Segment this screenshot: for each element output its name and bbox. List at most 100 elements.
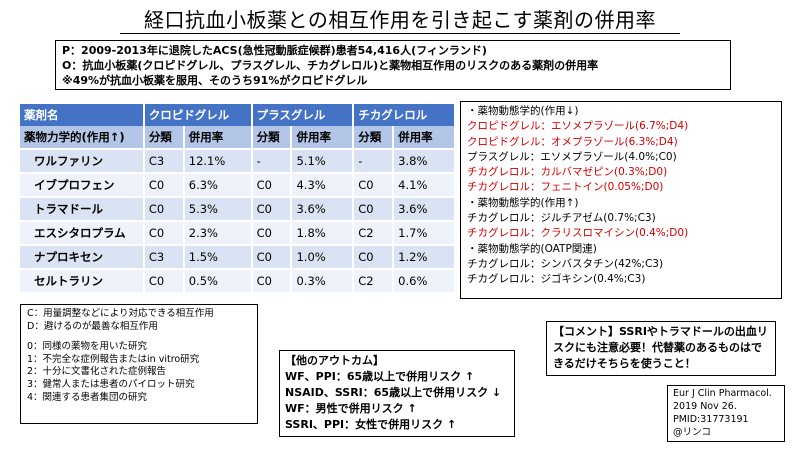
interaction-table: 薬剤名 クロピドグレル プラスグレル チカグレロル 薬物力学的(作用↑) 分類 … (20, 104, 456, 294)
title-underline (120, 33, 680, 34)
drug-name: トラマドール (20, 197, 145, 222)
table-cell: 1.0% (291, 245, 355, 270)
outcome-heading: 【他のアウトカム】 (285, 354, 384, 367)
table-cell: C0 (251, 245, 293, 270)
outcome-item: WF：男性で併用リスク ↑ (285, 402, 417, 415)
table-cell: C0 (251, 173, 293, 198)
table-row: エスシタロプラム C0 2.3% C0 1.8% C2 1.7% (20, 221, 456, 246)
header-drug-name: 薬剤名 (20, 104, 145, 126)
pk-item: チカグレロル：ジゴキシン(0.4%;C3) (467, 273, 646, 286)
page-title: 経口抗血小板薬との相互作用を引き起こす薬剤の併用率 (144, 8, 656, 32)
table-cell: 0.5% (183, 269, 253, 294)
table-cell: C0 (143, 173, 185, 198)
table-cell: - (251, 149, 293, 174)
pk-heading: ・薬物動態学的(作用↑) (467, 196, 579, 209)
legend-evidence: 0：同様の薬物を用いた研究 (27, 341, 148, 353)
table-cell: 3.6% (291, 197, 355, 222)
table-subheader-row: 薬物力学的(作用↑) 分類 併用率 分類 併用率 分類 併用率 (20, 126, 456, 150)
table-cell: C0 (353, 173, 395, 198)
subheader-class: 分類 (143, 126, 185, 150)
pk-item: クロピドグレル：エソメプラゾール(6.7%;D4) (467, 120, 689, 133)
header-ticagrelor: チカグレロル (353, 104, 456, 126)
subheader-rate: 併用率 (291, 126, 355, 150)
pk-item: クロピドグレル：オメプラゾール(6.3%;D4) (467, 135, 678, 148)
pico-line-note: ※49%が抗血小板薬を服用、そのうち91%がクロピドグレル (62, 74, 368, 87)
table-cell: 5.1% (291, 149, 355, 174)
table-cell: C3 (143, 149, 185, 174)
pk-item: チカグレロル：カルバマゼピン(0.3%;D0) (467, 166, 668, 179)
table-cell: 6.3% (183, 173, 253, 198)
subheader-class: 分類 (353, 126, 395, 150)
table-cell: C0 (143, 197, 185, 222)
table-cell: 4.1% (393, 173, 456, 198)
subheader-category: 薬物力学的(作用↑) (20, 126, 145, 150)
table-cell: 0.6% (393, 269, 456, 294)
pharmacokinetic-box: ・薬物動態学的(作用↓) クロピドグレル：エソメプラゾール(6.7%;D4) ク… (460, 101, 782, 299)
pk-item: チカグレロル：シンバスタチン(42%;C3) (467, 257, 664, 270)
citation-pmid: PMID:31773191 (673, 414, 749, 425)
table-cell: 3.6% (393, 197, 456, 222)
table-cell: 3.8% (393, 149, 456, 174)
citation-box: Eur J Clin Pharmacol. 2019 Nov 26. PMID:… (667, 385, 785, 442)
table-cell: C0 (251, 221, 293, 246)
pk-item: チカグレロル：クラリスロマイシン(0.4%;D0) (467, 227, 689, 240)
table-row: トラマドール C0 5.3% C0 3.6% C0 3.6% (20, 197, 456, 222)
legend-class-d: D：避けるのが最善な相互作用 (27, 320, 158, 332)
table-cell: 1.7% (393, 221, 456, 246)
citation-author: @リンコ (673, 427, 712, 438)
drug-name: ナプロキセン (20, 245, 145, 270)
table-cell: C3 (143, 245, 185, 270)
legend-evidence: 2：十分に文書化された症例報告 (27, 366, 167, 378)
drug-name: セルトラリン (20, 269, 145, 294)
table-row: ナプロキセン C3 1.5% C0 1.0% C0 1.2% (20, 245, 456, 270)
pk-heading: ・薬物動態学的(OATP関連) (467, 242, 597, 255)
table-cell: 1.2% (393, 245, 456, 270)
pico-box: P：2009-2013年に退院したACS(急性冠動脈症候群)患者54,416人(… (55, 40, 731, 90)
table-cell: C0 (353, 197, 395, 222)
outcome-item: WF、PPI：65歳以上で併用リスク ↑ (285, 370, 475, 383)
table-row: イブプロフェン C0 6.3% C0 4.3% C0 4.1% (20, 173, 456, 198)
pico-line-p: P：2009-2013年に退院したACS(急性冠動脈症候群)患者54,416人(… (62, 44, 487, 57)
subheader-rate: 併用率 (393, 126, 456, 150)
legend-evidence: 3：健常人または患者のパイロット研究 (27, 378, 195, 390)
pk-item: プラスグレル：エソメプラゾール(4.0%;C0) (467, 150, 677, 163)
table-cell: C2 (353, 269, 395, 294)
table-cell: 1.5% (183, 245, 253, 270)
table-cell: 12.1% (183, 149, 253, 174)
table-cell: - (353, 149, 395, 174)
header-clopidogrel: クロピドグレル (143, 104, 253, 126)
table-cell: C0 (143, 269, 185, 294)
drug-name: イブプロフェン (20, 173, 145, 198)
pico-line-o: O：抗血小板薬(クロピドグレル、プラスグレル、チカグレロル)と薬物相互作用のリス… (62, 59, 599, 72)
subheader-rate: 併用率 (183, 126, 253, 150)
legend-evidence: 1：不完全な症例報告またはin vitro研究 (27, 353, 200, 365)
pk-item: チカグレロル：ジルチアゼム(0.7%;C3) (467, 212, 656, 225)
table-cell: C0 (251, 197, 293, 222)
pk-heading: ・薬物動態学的(作用↓) (467, 105, 579, 117)
table-cell: C0 (251, 269, 293, 294)
table-cell: C0 (353, 245, 395, 270)
table-cell: C2 (353, 221, 395, 246)
table-header-row: 薬剤名 クロピドグレル プラスグレル チカグレロル (20, 104, 456, 126)
other-outcomes-box: 【他のアウトカム】 WF、PPI：65歳以上で併用リスク ↑ NSAID、SSR… (279, 350, 515, 437)
table-cell: C0 (143, 221, 185, 246)
outcome-item: SSRI、PPI：女性で併用リスク ↑ (285, 418, 457, 431)
subheader-class: 分類 (251, 126, 293, 150)
legend-box: C：用量調整などにより対応できる相互作用 D：避けるのが最善な相互作用 0：同様… (20, 304, 258, 424)
legend-evidence: 4：関連する患者集団の研究 (27, 391, 148, 403)
table-row: ワルファリン C3 12.1% - 5.1% - 3.8% (20, 149, 456, 174)
citation-date: 2019 Nov 26. (673, 401, 737, 412)
table-cell: 4.3% (291, 173, 355, 198)
table-cell: 0.3% (291, 269, 355, 294)
legend-class-c: C：用量調整などにより対応できる相互作用 (27, 308, 214, 319)
drug-name: ワルファリン (20, 149, 145, 174)
outcome-item: NSAID、SSRI：65歳以上で併用リスク ↓ (285, 386, 502, 399)
drug-name: エスシタロプラム (20, 221, 145, 246)
table-cell: 2.3% (183, 221, 253, 246)
table-row: セルトラリン C0 0.5% C0 0.3% C2 0.6% (20, 269, 456, 294)
citation-journal: Eur J Clin Pharmacol. (673, 388, 772, 399)
table-cell: 5.3% (183, 197, 253, 222)
table-cell: 1.8% (291, 221, 355, 246)
legend-gap (27, 333, 251, 341)
pk-item: チカグレロル：フェニトイン(0.05%;D0) (467, 181, 664, 194)
